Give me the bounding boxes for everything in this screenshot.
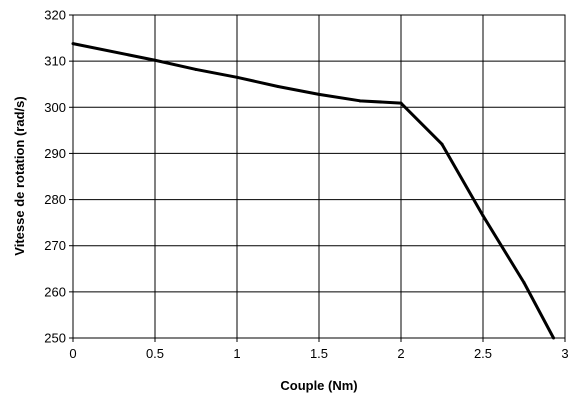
data-point [522,281,526,285]
y-tick-label: 270 [44,238,66,253]
x-tick-label: 1.5 [310,346,328,361]
series-line [72,42,555,339]
data-point [194,67,198,71]
data-point [235,75,239,79]
x-tick-label: 0 [69,346,76,361]
y-tick-labels: 250 260 270 280 290 300 310 320 [44,8,73,346]
x-axis-title: Couple (Nm) [280,378,357,393]
x-tick-label: 1 [233,346,240,361]
y-tick-label: 300 [44,100,66,115]
series-layer [71,42,556,340]
y-tick-label: 280 [44,192,66,207]
x-tick-label: 2.5 [474,346,492,361]
x-tick-label: 3 [561,346,568,361]
data-point [440,142,444,146]
data-point [276,85,280,89]
x-tick-label: 0.5 [146,346,164,361]
x-tick-labels: 0 0.5 1 1.5 2 2.5 3 [69,338,568,361]
y-axis-title: Vitesse de rotation (rad/s) [12,96,27,255]
y-tick-label: 260 [44,284,66,299]
data-point [358,99,362,103]
data-point [481,214,485,218]
data-point [153,58,157,62]
y-tick-label: 290 [44,146,66,161]
y-tick-label: 310 [44,54,66,69]
x-tick-label: 2 [397,346,404,361]
y-tick-label: 250 [44,331,66,346]
data-point [399,101,403,105]
data-point [317,92,321,96]
y-tick-label: 320 [44,8,66,23]
